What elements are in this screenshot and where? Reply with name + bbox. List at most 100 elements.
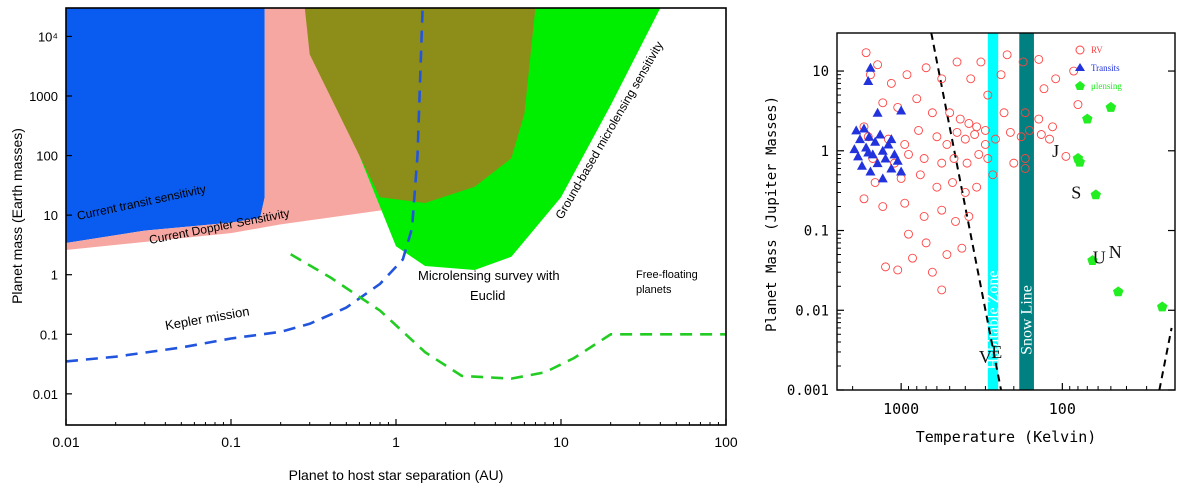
- right-zones: Habitable Zone Snow Line: [985, 33, 1036, 390]
- rv-point: [1020, 154, 1030, 163]
- left-y-tick-label: 10: [44, 208, 58, 223]
- solar-planet-E: E: [991, 342, 1002, 362]
- rv-point: [927, 267, 937, 277]
- microlensing-point: [1157, 301, 1168, 312]
- transit-point: [877, 173, 888, 183]
- rv-point: [983, 154, 993, 163]
- rv-point: [932, 132, 942, 142]
- transit-point: [870, 136, 881, 146]
- rv-point: [1061, 151, 1071, 161]
- rv-point: [996, 70, 1006, 80]
- right-y-tick-label: 1: [821, 144, 829, 160]
- transit-point: [886, 134, 897, 144]
- microlensing-point: [1082, 113, 1093, 124]
- rv-point: [937, 205, 947, 215]
- transit-point: [865, 166, 876, 176]
- zone-label-habitable-zone: Habitable Zone: [985, 270, 1002, 369]
- left-y-tick-label: 100: [36, 149, 58, 164]
- rv-point: [976, 57, 986, 67]
- rv-point: [927, 108, 937, 118]
- transit-point: [853, 151, 864, 161]
- right-x-tick-label: 1000: [883, 400, 919, 418]
- annotation-euclid-line1: Microlensing survey with: [418, 268, 560, 283]
- rv-point: [955, 114, 965, 124]
- left-y-tick-label: 0.1: [40, 327, 58, 342]
- rv-point: [1002, 50, 1012, 60]
- rv-point: [990, 134, 1000, 144]
- zone-label-snow-line: Snow Line: [1019, 285, 1036, 355]
- legend-transits-marker: [1075, 63, 1085, 71]
- rv-point: [861, 48, 871, 58]
- right-plot-frame: [836, 32, 1176, 391]
- transit-point: [856, 160, 867, 170]
- rv-point: [893, 265, 903, 275]
- left-x-tick-label: 10: [553, 434, 569, 450]
- rv-point: [974, 149, 984, 159]
- transit-point: [883, 139, 894, 149]
- rv-point: [873, 60, 883, 70]
- transit-point: [892, 155, 903, 165]
- annotation-kepler: Kepler mission: [164, 303, 251, 333]
- rv-point: [937, 158, 947, 168]
- rv-point: [1051, 74, 1061, 84]
- rv-point: [1034, 114, 1044, 124]
- annotation-euclid-line2: Euclid: [470, 288, 505, 303]
- left-x-tick-label: 0.01: [52, 434, 79, 450]
- left-x-tick-label: 100: [714, 434, 738, 450]
- transit-point: [886, 163, 897, 173]
- rv-point: [878, 98, 888, 108]
- transit-point: [880, 153, 891, 163]
- transit-point: [896, 105, 907, 115]
- rv-point: [870, 178, 880, 187]
- rv-point: [932, 182, 942, 192]
- rv-point: [900, 198, 910, 208]
- rv-point: [948, 178, 957, 187]
- line-kepler-mission: [66, 8, 424, 363]
- rv-point: [919, 154, 929, 163]
- right-lines: [930, 33, 1173, 390]
- rv-point: [972, 182, 982, 192]
- microlensing-point: [1105, 101, 1117, 112]
- solar-planet-J: J: [1052, 141, 1059, 161]
- transit-point: [849, 144, 860, 154]
- left-y-tick-label: 1: [51, 268, 58, 283]
- region-current-transit-sensitivity: [66, 8, 265, 243]
- dashed-boundary-line: [1158, 327, 1173, 390]
- right-y-tick-label: 0.01: [795, 303, 829, 319]
- rv-point: [962, 158, 972, 168]
- rv-point: [1034, 54, 1044, 64]
- rv-point: [912, 94, 922, 104]
- rv-point: [1036, 130, 1046, 139]
- left-y-tick-label: 0.01: [33, 387, 58, 402]
- rv-point: [1024, 125, 1034, 135]
- right-points: [849, 48, 1168, 312]
- transit-point: [889, 149, 900, 159]
- rv-point: [921, 63, 931, 73]
- rv-point: [881, 262, 890, 272]
- rv-point: [919, 212, 929, 221]
- transit-point: [896, 166, 907, 176]
- rv-point: [952, 127, 962, 137]
- rv-point: [1045, 134, 1055, 144]
- transit-point: [864, 131, 875, 141]
- rv-point: [970, 130, 980, 139]
- rv-point: [949, 154, 959, 163]
- rv-point: [937, 74, 947, 84]
- left-ticks: 0.01 0.1 1 10 100 0.01 0.1 1 10 100 1000 10⁴: [29, 29, 738, 450]
- transit-point: [872, 158, 883, 168]
- transit-point: [858, 123, 869, 133]
- left-lines: [66, 8, 726, 380]
- rv-point: [1048, 122, 1057, 132]
- rv-point: [878, 202, 888, 211]
- right-ticks: 1000 100 0.001 0.01 0.1 1 10: [787, 64, 1175, 418]
- left-x-tick-label: 0.1: [221, 434, 241, 450]
- rv-point: [1020, 108, 1030, 118]
- left-x-axis-label: Planet to host star separation (AU): [289, 467, 504, 483]
- legend-transits-label: Transits: [1091, 63, 1120, 73]
- left-y-axis-label: Planet mass (Earth masses): [9, 128, 25, 304]
- rv-point: [904, 229, 913, 239]
- rv-point: [900, 140, 910, 149]
- transit-point: [877, 145, 888, 155]
- rv-point: [964, 212, 974, 221]
